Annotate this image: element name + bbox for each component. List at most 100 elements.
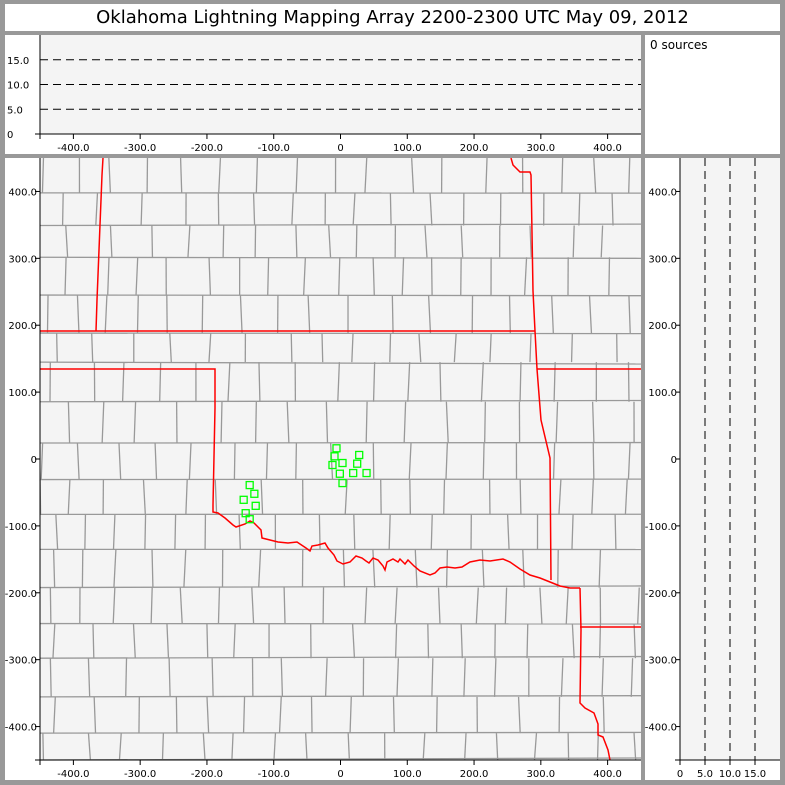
county-line [107, 257, 110, 296]
county-line [133, 401, 137, 444]
county-line [592, 443, 595, 480]
lightning-source-marker [353, 459, 362, 468]
county-line [523, 257, 528, 296]
county-line [627, 443, 631, 480]
lightning-source-marker [328, 460, 337, 470]
county-line [179, 587, 183, 624]
county-line [351, 333, 354, 363]
county-line [558, 479, 562, 515]
county-line [324, 658, 328, 697]
x-tick-label: -400.0 [57, 143, 89, 154]
county-line [142, 479, 146, 515]
lightning-source-marker [245, 480, 254, 490]
county-line [517, 696, 521, 734]
county-line [39, 655, 641, 659]
county-line [278, 696, 282, 734]
county-line [140, 192, 143, 226]
county-line [238, 514, 241, 550]
county-line [611, 192, 614, 226]
county-line [251, 587, 255, 624]
county-line [633, 623, 637, 659]
side-altitude-panel: 400.0 300.0 200.0 100.0 0 -100.0 -200.0 -300.0 -… [645, 158, 780, 780]
county-line [49, 587, 52, 624]
county-line [150, 587, 153, 624]
county-line [318, 514, 321, 550]
county-line [84, 514, 87, 550]
county-line [39, 695, 641, 698]
altitude-plot: 0 5.0 10.0 15.0 -400.0 -300.0 -200.0 -100.0 0 100… [7, 35, 641, 154]
county-line [109, 225, 113, 258]
county-line [388, 514, 391, 550]
county-line [430, 514, 433, 550]
county-line [49, 658, 52, 697]
county-line [389, 192, 392, 226]
state-border [212, 505, 580, 589]
county-line [570, 333, 573, 363]
county-line [598, 549, 602, 588]
x-tick-label: 0 [337, 769, 343, 780]
county-line [408, 443, 412, 480]
county-line [39, 585, 641, 589]
county-line [445, 549, 449, 588]
county-line [508, 295, 511, 334]
x-tick-label: -400.0 [57, 769, 89, 780]
county-line [475, 587, 479, 624]
x-tick-label: 15.0 [744, 769, 766, 780]
county-line [372, 549, 376, 588]
county-line [614, 514, 617, 550]
x-tick-label: -100.0 [258, 769, 290, 780]
county-line [87, 733, 92, 761]
county-line [161, 733, 165, 761]
county-line [211, 658, 214, 697]
county-line [291, 192, 294, 226]
county-line [118, 733, 122, 761]
county-line [342, 549, 346, 588]
county-line [258, 549, 262, 588]
state-border [95, 158, 104, 332]
county-line [484, 401, 486, 444]
county-line [552, 443, 556, 480]
county-line [273, 733, 277, 761]
y-tick-label: 400.0 [8, 187, 37, 198]
county-line [65, 225, 69, 258]
county-line [352, 192, 356, 226]
y-tick-label: -400.0 [645, 723, 677, 734]
county-line [437, 587, 441, 624]
county-line [93, 696, 97, 734]
county-line [493, 658, 497, 697]
county-line [321, 333, 324, 363]
lightning-source-marker [330, 452, 339, 461]
county-line [489, 333, 492, 363]
county-line [222, 225, 225, 258]
county-line [600, 225, 604, 258]
county-line [179, 158, 183, 193]
county-line [608, 257, 611, 296]
county-line [396, 658, 400, 697]
x-tick-label: 100.0 [393, 143, 422, 154]
lightning-source-marker [332, 444, 341, 453]
chart-title: Oklahoma Lightning Mapping Array 2200-23… [5, 4, 780, 31]
county-line [633, 733, 637, 761]
county-line [233, 443, 236, 480]
county-line [409, 479, 412, 515]
county-line [481, 549, 485, 588]
county-line [637, 587, 640, 624]
lightning-source-marker [349, 468, 358, 478]
x-tick-label: 400.0 [593, 143, 622, 154]
county-line [394, 623, 398, 659]
county-line [202, 733, 206, 761]
county-line [218, 158, 222, 193]
x-tick-label: -300.0 [124, 143, 156, 154]
county-line [407, 362, 411, 402]
y-tick-label: -100.0 [645, 522, 677, 533]
county-line [144, 514, 147, 550]
county-line [578, 192, 581, 226]
county-line [325, 401, 329, 444]
county-line [55, 333, 58, 363]
county-line [424, 225, 428, 258]
altitude-panel: 0 5.0 10.0 15.0 -400.0 -300.0 -200.0 -100.0 0 100… [5, 35, 641, 154]
county-line [40, 443, 44, 480]
county-line [104, 295, 108, 334]
county-line [206, 623, 209, 659]
lightning-source-marker [250, 489, 259, 498]
